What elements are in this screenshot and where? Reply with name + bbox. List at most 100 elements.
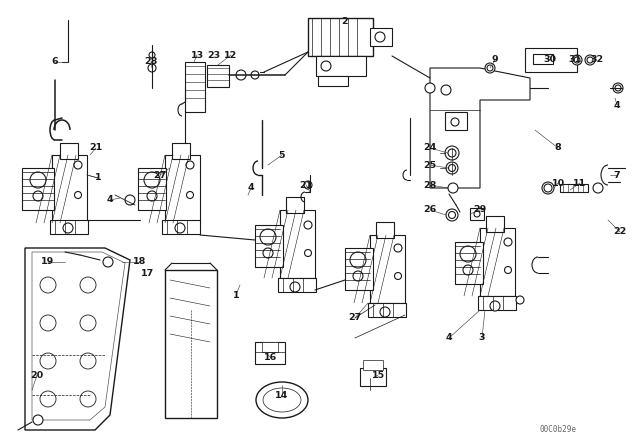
Bar <box>207 65 229 87</box>
Text: 5: 5 <box>279 151 285 159</box>
Circle shape <box>487 65 493 71</box>
Bar <box>172 143 190 159</box>
Bar <box>478 296 516 310</box>
Circle shape <box>504 267 511 273</box>
Circle shape <box>80 391 96 407</box>
Circle shape <box>263 248 273 258</box>
Circle shape <box>251 71 259 79</box>
Bar <box>455 242 483 284</box>
Circle shape <box>40 391 56 407</box>
Bar <box>445 112 467 130</box>
Bar <box>486 216 504 232</box>
Bar <box>316 56 366 76</box>
Circle shape <box>394 272 401 280</box>
Bar <box>50 220 88 234</box>
Bar <box>255 225 283 267</box>
Circle shape <box>80 277 96 293</box>
Text: 19: 19 <box>42 258 54 267</box>
Circle shape <box>74 161 82 169</box>
Text: 29: 29 <box>474 206 486 215</box>
Text: 4: 4 <box>445 333 452 343</box>
Circle shape <box>30 172 46 188</box>
Text: 12: 12 <box>225 51 237 60</box>
Circle shape <box>103 257 113 267</box>
Text: 3: 3 <box>479 333 485 343</box>
Circle shape <box>451 118 459 126</box>
Text: 20: 20 <box>31 370 44 379</box>
Polygon shape <box>32 252 125 420</box>
Bar <box>308 18 373 56</box>
Circle shape <box>321 61 331 71</box>
Circle shape <box>574 57 580 63</box>
Text: 7: 7 <box>614 171 620 180</box>
Text: 26: 26 <box>424 206 436 215</box>
Bar <box>162 220 200 234</box>
Text: 31: 31 <box>568 56 582 65</box>
Bar <box>286 197 304 213</box>
Bar <box>52 155 87 223</box>
Bar <box>533 54 553 64</box>
Circle shape <box>544 184 552 192</box>
Circle shape <box>304 221 312 229</box>
Bar <box>370 235 405 303</box>
Text: 22: 22 <box>613 228 627 237</box>
Circle shape <box>80 315 96 331</box>
Bar <box>363 360 383 370</box>
Text: 9: 9 <box>492 56 499 65</box>
Bar <box>360 368 386 386</box>
Bar <box>165 270 217 418</box>
Circle shape <box>542 182 554 194</box>
Circle shape <box>587 57 593 63</box>
Bar <box>185 62 205 112</box>
Text: 17: 17 <box>141 268 155 277</box>
Bar <box>22 168 54 210</box>
Circle shape <box>149 52 155 58</box>
Bar <box>480 228 515 296</box>
Circle shape <box>593 183 603 193</box>
Circle shape <box>463 265 473 275</box>
Bar <box>262 342 278 352</box>
Circle shape <box>460 246 476 262</box>
Circle shape <box>394 244 402 252</box>
Bar <box>138 168 166 210</box>
Circle shape <box>446 162 458 174</box>
Circle shape <box>186 161 194 169</box>
Text: 18: 18 <box>133 258 147 267</box>
Circle shape <box>40 353 56 369</box>
Circle shape <box>474 211 480 217</box>
Text: 1: 1 <box>233 290 239 300</box>
Circle shape <box>353 271 363 281</box>
Text: 21: 21 <box>300 181 312 190</box>
Circle shape <box>449 164 456 172</box>
Text: 6: 6 <box>52 57 58 66</box>
Polygon shape <box>430 68 530 188</box>
Circle shape <box>449 211 456 219</box>
Text: 14: 14 <box>275 391 289 400</box>
Circle shape <box>380 307 390 317</box>
Text: 1: 1 <box>95 173 101 182</box>
Circle shape <box>490 301 500 311</box>
Bar <box>165 155 200 223</box>
Text: 8: 8 <box>555 143 561 152</box>
Bar <box>368 303 406 317</box>
Text: 15: 15 <box>371 370 385 379</box>
Circle shape <box>304 181 312 189</box>
Text: 27: 27 <box>348 314 362 323</box>
Circle shape <box>504 238 512 246</box>
Text: 27: 27 <box>154 171 166 180</box>
Circle shape <box>33 415 43 425</box>
Bar <box>278 278 316 292</box>
Bar <box>255 342 285 364</box>
Text: 11: 11 <box>573 178 587 188</box>
Bar <box>470 208 484 220</box>
Circle shape <box>290 282 300 292</box>
Circle shape <box>125 195 135 205</box>
Bar <box>345 248 373 290</box>
Circle shape <box>147 191 157 201</box>
Circle shape <box>305 250 312 257</box>
Circle shape <box>516 296 524 304</box>
Text: 4: 4 <box>248 184 254 193</box>
Text: 4: 4 <box>107 195 113 204</box>
Circle shape <box>236 70 246 80</box>
Circle shape <box>33 191 43 201</box>
